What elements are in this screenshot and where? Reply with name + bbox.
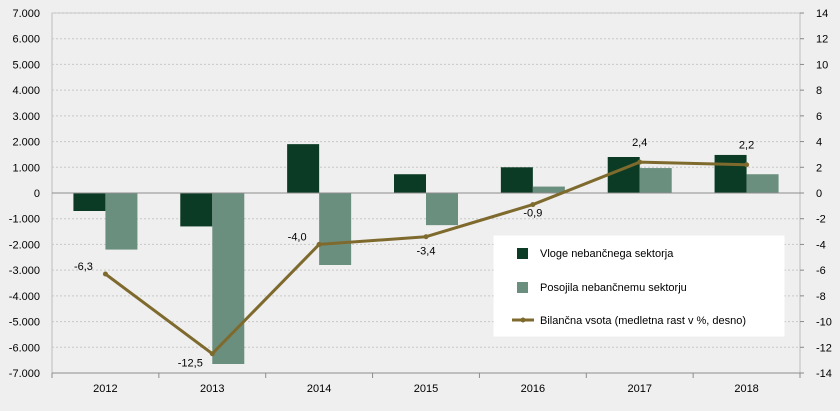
y-left-tick-label: -3.000 — [9, 265, 40, 277]
y-left-tick-label: 1.000 — [12, 162, 40, 174]
y-right-tick-label: -8 — [816, 291, 826, 303]
bars — [73, 144, 779, 364]
line-point — [209, 351, 215, 357]
y-right-tick-label: -6 — [816, 265, 826, 277]
x-tick-label: 2015 — [414, 383, 438, 395]
axes: 7.000 6.000 5.000 4.000 3.000 2.000 1.000 0 -1.0… — [9, 8, 832, 395]
x-tick-label: 2012 — [93, 383, 117, 395]
bar — [180, 193, 213, 227]
bar — [73, 193, 106, 211]
line-point — [102, 271, 108, 277]
y-left-tick-label: -1.000 — [9, 214, 40, 226]
data-label: -4,0 — [288, 231, 307, 243]
y-left-tick-label: 6.000 — [12, 34, 40, 46]
bar — [426, 193, 458, 226]
legend-label: Bilančna vsota (medletna rast v %, desno… — [540, 315, 746, 327]
x-tick-label: 2014 — [307, 383, 331, 395]
line-series: -6,3 -12,5 -4,0 -3,4 -0,9 2,4 2,2 — [74, 137, 754, 370]
data-label: 2,2 — [739, 140, 754, 152]
bar — [639, 168, 672, 193]
line-point — [423, 234, 429, 240]
y-right-tick-label: -14 — [816, 368, 832, 380]
line-point — [530, 202, 536, 208]
y-right-tick-label: 10 — [816, 59, 828, 71]
legend-swatch — [517, 248, 528, 259]
y-right-tick-label: -12 — [816, 342, 832, 354]
data-label: 2,4 — [632, 137, 647, 149]
bar — [319, 193, 352, 265]
bar — [105, 193, 138, 250]
line-point — [744, 162, 750, 168]
bar — [500, 167, 533, 193]
data-label: -6,3 — [74, 261, 93, 273]
legend-label: Vloge nebančnega sektorja — [540, 248, 674, 260]
y-left-tick-label: -6.000 — [9, 342, 40, 354]
x-tick-label: 2016 — [521, 383, 545, 395]
y-left-tick-label: 4.000 — [12, 85, 40, 97]
y-right-tick-label: 4 — [816, 137, 822, 149]
y-right-tick-label: 6 — [816, 111, 822, 123]
y-left-tick-label: 5.000 — [12, 59, 40, 71]
legend-label: Posojila nebančnemu sektorju — [540, 282, 687, 294]
data-label: -0,9 — [523, 208, 542, 220]
bar — [394, 174, 426, 193]
y-left-tick-label: -2.000 — [9, 239, 40, 251]
y-right-tick-label: 8 — [816, 85, 822, 97]
bar — [532, 186, 565, 193]
y-right-tick-label: -2 — [816, 214, 826, 226]
y-right-tick-label: -10 — [816, 317, 832, 329]
data-label: -12,5 — [178, 358, 203, 370]
legend: Vloge nebančnega sektorja Posojila nebanč… — [493, 235, 785, 337]
bar — [287, 144, 320, 193]
bar — [746, 174, 779, 193]
line-point — [316, 241, 322, 247]
legend-box — [493, 235, 785, 337]
y-right-tick-label: -4 — [816, 239, 826, 251]
y-right-tick-label: 2 — [816, 162, 822, 174]
y-right-tick-label: 14 — [816, 8, 828, 20]
legend-marker — [520, 317, 526, 323]
data-label: -3,4 — [417, 246, 436, 258]
y-left-tick-label: -7.000 — [9, 368, 40, 380]
legend-swatch — [517, 282, 528, 293]
y-right-tick-label: 0 — [816, 188, 822, 200]
y-left-tick-label: 7.000 — [12, 8, 40, 20]
y-left-tick-label: -5.000 — [9, 317, 40, 329]
y-right-tick-label: 12 — [816, 34, 828, 46]
y-left-tick-label: -4.000 — [9, 291, 40, 303]
y-left-tick-label: 3.000 — [12, 111, 40, 123]
bar — [607, 157, 640, 193]
x-tick-label: 2017 — [627, 383, 651, 395]
x-tick-label: 2013 — [200, 383, 224, 395]
y-left-tick-label: 0 — [34, 188, 40, 200]
x-tick-label: 2018 — [734, 383, 758, 395]
y-left-tick-label: 2.000 — [12, 137, 40, 149]
line-point — [637, 159, 643, 165]
bar — [714, 154, 747, 193]
